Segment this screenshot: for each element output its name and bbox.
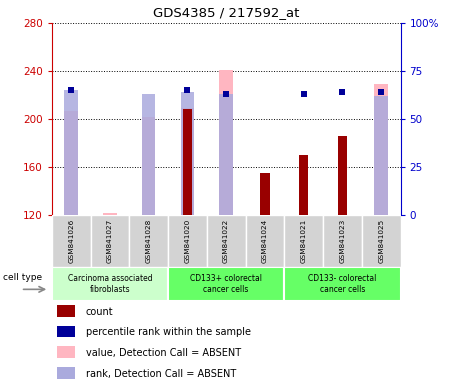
Text: GSM841023: GSM841023 [339, 219, 346, 263]
Text: cell type: cell type [3, 273, 42, 282]
Bar [180, 92, 194, 215]
Bar [183, 109, 192, 215]
Bar [284, 215, 323, 267]
Bar [142, 117, 155, 215]
Text: GSM841027: GSM841027 [107, 219, 113, 263]
Bar [246, 215, 284, 267]
Bar [299, 155, 308, 215]
Title: GDS4385 / 217592_at: GDS4385 / 217592_at [153, 6, 299, 19]
Text: GSM841028: GSM841028 [146, 219, 152, 263]
Text: count: count [86, 307, 113, 317]
Text: GSM841024: GSM841024 [262, 219, 268, 263]
Text: Carcinoma associated
fibroblasts: Carcinoma associated fibroblasts [68, 275, 152, 294]
Bar [52, 267, 168, 301]
Bar [90, 215, 129, 267]
Text: value, Detection Call = ABSENT: value, Detection Call = ABSENT [86, 348, 241, 358]
Bar [362, 215, 400, 267]
Bar [284, 267, 400, 301]
Text: CD133+ colorectal
cancer cells: CD133+ colorectal cancer cells [190, 275, 262, 294]
Text: percentile rank within the sample: percentile rank within the sample [86, 328, 251, 338]
Text: GSM841020: GSM841020 [184, 219, 190, 263]
Text: GSM841026: GSM841026 [68, 219, 74, 263]
Bar [103, 213, 117, 215]
Bar [207, 215, 246, 267]
Text: CD133- colorectal
cancer cells: CD133- colorectal cancer cells [308, 275, 377, 294]
Bar [52, 215, 90, 267]
Bar [57, 346, 76, 358]
Bar [323, 215, 362, 267]
Bar [57, 367, 76, 379]
Text: GSM841025: GSM841025 [378, 219, 384, 263]
Bar [374, 84, 388, 215]
Bar [338, 136, 347, 215]
Bar [57, 305, 76, 317]
Bar [180, 108, 194, 215]
Bar [57, 326, 76, 338]
Bar [129, 215, 168, 267]
Bar [168, 267, 284, 301]
Bar [219, 94, 233, 215]
Bar [219, 70, 233, 215]
Bar [64, 111, 78, 215]
Bar [142, 94, 155, 215]
Text: GSM841021: GSM841021 [301, 219, 306, 263]
Text: rank, Detection Call = ABSENT: rank, Detection Call = ABSENT [86, 369, 236, 379]
Bar [168, 215, 207, 267]
Bar [260, 173, 270, 215]
Bar [374, 96, 388, 215]
Bar [64, 90, 78, 215]
Text: GSM841022: GSM841022 [223, 219, 229, 263]
